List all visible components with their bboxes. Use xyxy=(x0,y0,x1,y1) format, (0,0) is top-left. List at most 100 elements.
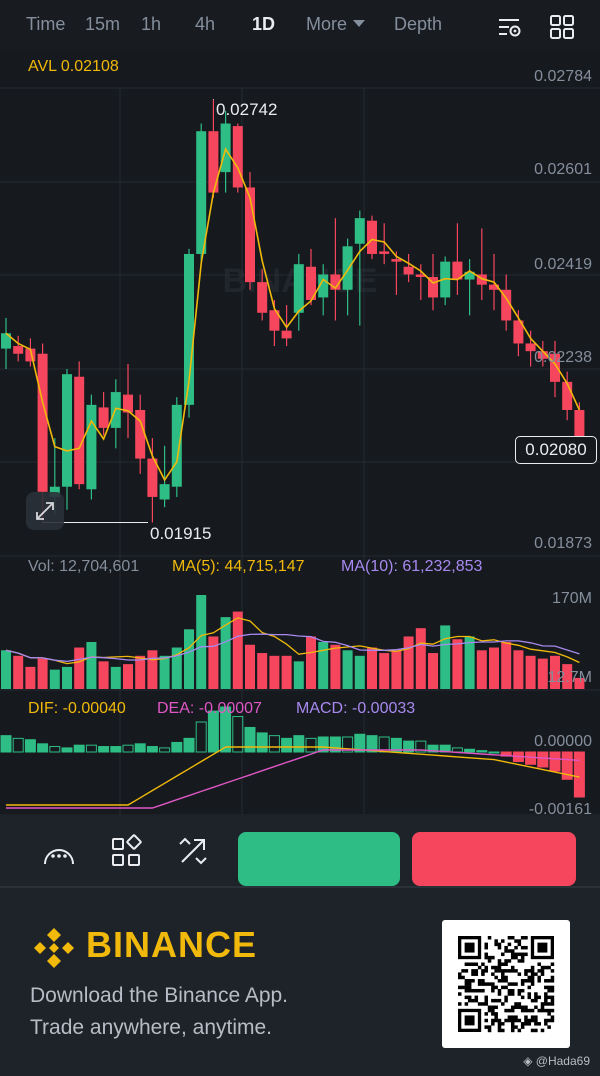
macd-legend: MACD: -0.00033 xyxy=(296,700,416,717)
volume-bar xyxy=(501,642,512,689)
candle-body xyxy=(550,353,560,382)
qr-module xyxy=(504,959,508,963)
qr-module xyxy=(487,1008,492,1013)
qr-module xyxy=(517,952,522,957)
app-promo-banner: BINANCE Download the Binance App. Trade … xyxy=(0,886,600,1076)
qr-module xyxy=(530,965,535,970)
macd-bar xyxy=(110,746,122,753)
tab-depth[interactable]: Depth xyxy=(394,14,443,34)
qr-module xyxy=(517,1002,522,1006)
tab-4h[interactable]: 4h xyxy=(195,14,216,34)
macd-bar xyxy=(195,721,207,753)
qr-module xyxy=(507,988,512,993)
candles xyxy=(1,99,585,523)
qr-module xyxy=(510,955,515,960)
volume-bar xyxy=(440,625,451,689)
tab-time[interactable]: Time xyxy=(26,14,66,34)
chart-settings-icon[interactable] xyxy=(497,14,523,40)
sell-button[interactable] xyxy=(412,832,576,886)
qr-module xyxy=(514,1005,518,1010)
qr-module xyxy=(530,1015,535,1019)
qr-module xyxy=(484,998,488,1003)
qr-module xyxy=(537,962,541,966)
volume-bar xyxy=(306,636,316,689)
qr-module xyxy=(537,975,541,980)
qr-module xyxy=(530,1018,535,1023)
qr-module xyxy=(534,995,538,1000)
qr-module xyxy=(481,962,485,966)
kline-chart[interactable]: BINANCE xyxy=(0,52,600,816)
qr-module xyxy=(484,982,488,986)
candle-body xyxy=(232,126,243,188)
tab-1h[interactable]: 1h xyxy=(141,14,162,34)
fullscreen-button[interactable] xyxy=(26,492,64,530)
volume-bar xyxy=(391,650,402,689)
qr-module xyxy=(504,975,508,980)
qr-module xyxy=(527,1018,532,1023)
qr-module xyxy=(504,998,508,1003)
macd-bar xyxy=(342,736,354,753)
trade-action-bar xyxy=(0,816,600,886)
macd-bar xyxy=(293,735,305,753)
qr-module xyxy=(491,972,495,976)
current-price-tag[interactable]: 0.02080 xyxy=(515,436,597,464)
volume-bar xyxy=(379,653,390,689)
qr-module xyxy=(497,969,502,973)
qr-module xyxy=(524,969,528,973)
buy-button[interactable] xyxy=(238,832,400,886)
candle-body xyxy=(391,259,402,262)
qr-module xyxy=(484,969,488,973)
candle-body xyxy=(403,266,414,275)
macd-bar xyxy=(49,746,61,753)
binance-logo-icon xyxy=(34,928,74,968)
tab-more[interactable]: More xyxy=(306,14,366,35)
qr-module xyxy=(497,965,502,970)
volume-bar xyxy=(196,595,207,689)
qr-module xyxy=(458,992,462,996)
candle-body xyxy=(1,333,11,349)
macd-bar xyxy=(415,740,427,753)
layout-grid-icon[interactable] xyxy=(549,14,575,40)
widgets-icon[interactable] xyxy=(110,834,144,868)
candle-body xyxy=(257,282,268,313)
qr-module xyxy=(514,952,518,957)
qr-module xyxy=(504,1018,508,1023)
volume-bar xyxy=(367,647,377,689)
qr-module xyxy=(461,985,465,990)
qr-module xyxy=(467,962,472,966)
volume-bar xyxy=(489,647,499,689)
qr-module xyxy=(547,1008,551,1013)
qr-module xyxy=(477,1002,482,1006)
volume-bar xyxy=(220,617,231,689)
qr-module xyxy=(491,965,495,970)
ma5-legend: MA(5): 44,715,147 xyxy=(172,558,305,575)
candle-body xyxy=(135,409,146,459)
qr-module xyxy=(524,1015,528,1019)
qr-module xyxy=(464,969,469,973)
candle-body xyxy=(525,343,536,352)
qr-module xyxy=(520,945,525,950)
volume-bar xyxy=(550,655,560,689)
qr-module xyxy=(530,969,535,973)
qr-module xyxy=(534,992,538,996)
ma-lines xyxy=(5,147,581,482)
volume-axis-bottom: 12.7M xyxy=(547,669,592,686)
qr-module xyxy=(497,962,502,966)
message-dots-icon[interactable] xyxy=(42,834,76,868)
tab-15m[interactable]: 15m xyxy=(85,14,121,34)
ma10-legend: MA(10): 61,232,853 xyxy=(341,558,483,575)
qr-module xyxy=(547,985,551,990)
candle-body xyxy=(13,346,24,354)
macd-bar xyxy=(61,747,73,753)
qr-module xyxy=(494,1005,498,1010)
qr-module xyxy=(540,1005,545,1010)
tab-1d[interactable]: 1D xyxy=(252,14,276,34)
swap-arrows-icon[interactable] xyxy=(176,834,210,868)
brand-name: BINANCE xyxy=(86,924,258,965)
qr-module xyxy=(494,942,498,947)
qr-module xyxy=(517,939,522,943)
qr-module xyxy=(467,985,472,990)
qr-module xyxy=(494,998,498,1003)
author-watermark: ◈ @Hada69 xyxy=(523,1054,590,1068)
qr-module xyxy=(467,988,472,993)
